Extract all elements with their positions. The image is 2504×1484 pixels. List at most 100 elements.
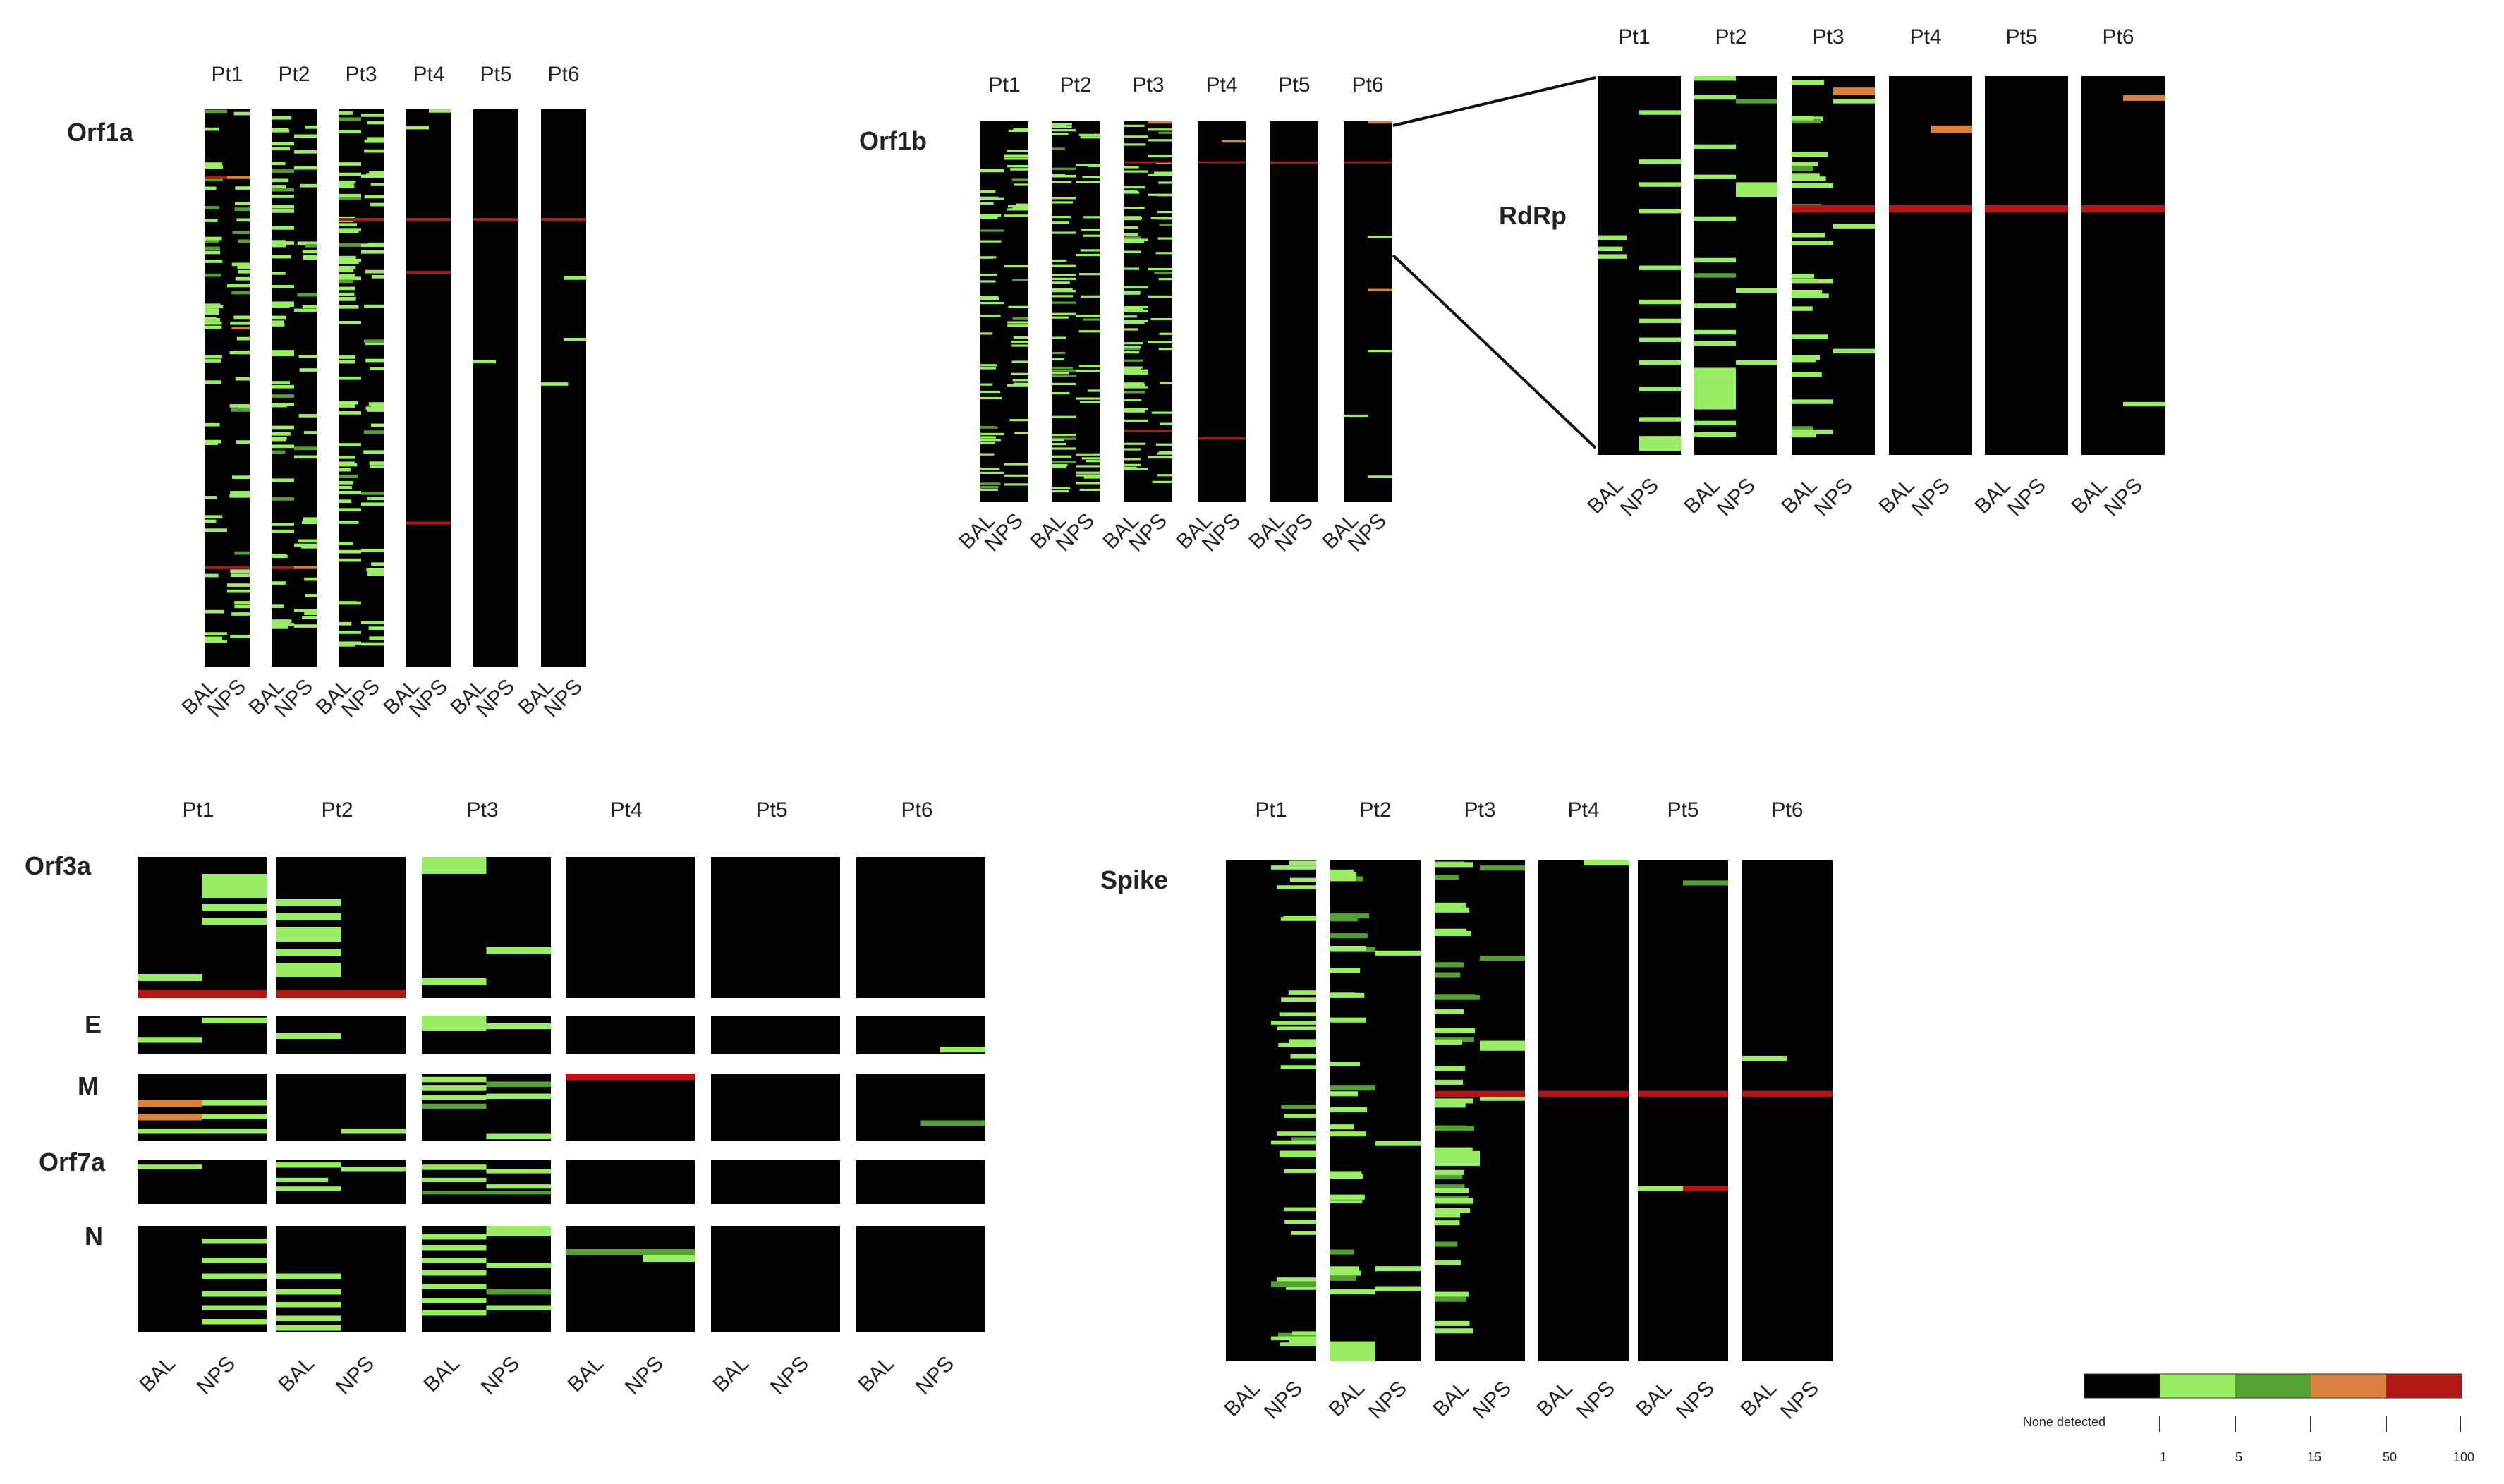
mutation-cell	[1124, 217, 1141, 221]
mutation-cell	[1639, 208, 1681, 214]
mutation-cell	[1694, 273, 1736, 278]
mutation-cell	[339, 485, 353, 489]
legend-swatch	[2160, 1374, 2235, 1398]
mutation-cell	[1124, 391, 1145, 394]
sample-label-nps: NPS	[1469, 1377, 1516, 1424]
mutation-cell	[272, 436, 287, 440]
mutation-cell	[422, 1310, 487, 1316]
mutation-cell	[339, 601, 357, 604]
heatmap-block	[406, 109, 451, 667]
mutation-cell	[205, 442, 218, 446]
mutation-cell	[1158, 181, 1172, 184]
mutation-cell	[364, 195, 384, 199]
mutation-cell	[1124, 410, 1145, 413]
mutation-cell	[272, 315, 286, 320]
mutation-cell	[1157, 194, 1172, 197]
orf7a-panel-pt6	[856, 1160, 985, 1204]
mutation-cell	[202, 874, 267, 898]
mutation-cell	[205, 318, 221, 322]
mutation-cell	[339, 463, 358, 467]
mutation-cell	[339, 130, 361, 134]
n-panel-pt6	[856, 1226, 985, 1332]
small-genes-header-pt3: Pt3	[466, 798, 498, 822]
mutation-cell	[1076, 471, 1100, 474]
mutation-cell	[1683, 1186, 1728, 1191]
mutation-cell	[272, 497, 294, 501]
mutation-cell	[339, 355, 356, 359]
mutation-cell	[1155, 443, 1172, 446]
sample-label-nps: NPS	[193, 1352, 240, 1399]
mutation-cell	[422, 1095, 487, 1100]
mutation-cell	[1124, 322, 1145, 324]
mutation-cell	[367, 121, 384, 125]
mutation-cell	[1004, 264, 1028, 268]
mutation-cell	[1052, 129, 1076, 132]
mutation-cell	[940, 1047, 985, 1053]
mutation-cell	[272, 186, 286, 189]
mutation-cell	[138, 1100, 202, 1107]
mutation-cell	[272, 529, 294, 533]
mutation-cell	[272, 566, 294, 569]
mutation-cell	[1124, 386, 1148, 389]
mutation-cell	[1639, 337, 1681, 342]
mutation-cell	[1368, 121, 1392, 124]
mutation-cell	[339, 117, 361, 121]
mutation-cell	[339, 641, 361, 645]
mutation-cell	[406, 126, 429, 130]
mutation-cell	[1007, 324, 1028, 327]
mutation-cell	[368, 402, 384, 406]
mutation-cell	[364, 139, 384, 143]
orf1a-header-pt3: Pt3	[345, 63, 377, 86]
mutation-cell	[1124, 371, 1143, 374]
mutation-cell	[1792, 176, 1826, 181]
mutation-cell	[300, 545, 317, 549]
mutation-cell	[1076, 164, 1100, 166]
heatmap-block	[1198, 121, 1246, 502]
mutation-cell	[1271, 1140, 1316, 1145]
mutation-cell	[339, 480, 353, 485]
mutation-cell	[205, 515, 223, 519]
mutation-cell	[205, 359, 221, 363]
mutation-cell	[205, 165, 224, 169]
mutation-cell	[1124, 308, 1144, 311]
mutation-cell	[1330, 1275, 1356, 1281]
mutation-cell	[1694, 76, 1736, 81]
mutation-cell	[1124, 442, 1146, 445]
mutation-cell	[1985, 205, 2068, 213]
mutation-cell	[364, 149, 384, 153]
e-panel-pt5	[711, 1016, 840, 1054]
mutation-cell	[365, 406, 384, 410]
mutation-cell	[1792, 166, 1813, 171]
mutation-cell	[1435, 1296, 1466, 1302]
orf1b-panel-pt4	[1198, 121, 1246, 502]
orf7a-panel-pt4	[566, 1160, 695, 1204]
mutation-cell	[1052, 260, 1064, 262]
mutation-cell	[1052, 336, 1066, 339]
small-genes-header-pt4: Pt4	[610, 798, 642, 822]
mutation-cell	[1198, 437, 1246, 440]
mutation-cell	[1375, 1286, 1421, 1291]
mutation-cell	[1742, 1090, 1833, 1097]
mutation-cell	[339, 279, 353, 284]
heatmap-block	[1344, 121, 1392, 502]
mutation-cell	[1076, 482, 1100, 485]
mutation-cell	[299, 368, 317, 372]
sample-label-nps: NPS	[477, 1352, 524, 1399]
spike-header-pt4: Pt4	[1567, 798, 1599, 822]
mutation-cell	[1157, 474, 1172, 477]
mutation-cell	[1435, 1212, 1461, 1218]
mutation-cell	[1157, 210, 1172, 214]
mutation-cell	[339, 260, 359, 264]
mutation-cell	[566, 1074, 695, 1081]
mutation-cell	[205, 239, 219, 243]
mutation-cell	[272, 240, 286, 244]
mutation-cell	[1694, 367, 1736, 383]
mutation-cell	[205, 528, 227, 533]
orf3a-panel-pt2	[276, 857, 406, 998]
mutation-cell	[205, 380, 222, 384]
mutation-cell	[1792, 429, 1833, 434]
mutation-cell	[371, 562, 384, 566]
mutation-cell	[138, 1037, 202, 1043]
sample-label-bal: BAL	[1971, 474, 2015, 518]
mutation-cell	[473, 360, 496, 364]
